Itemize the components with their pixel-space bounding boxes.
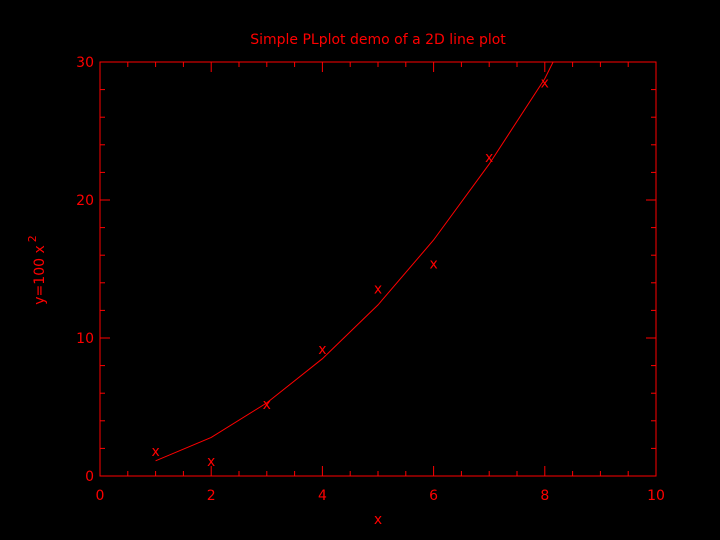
y-tick-label: 30	[76, 55, 94, 71]
scatter-point: x	[485, 150, 493, 166]
y-axis-label: y=100 x 2	[26, 235, 48, 304]
x-tick-label: 2	[207, 488, 216, 504]
x-axis-label: x	[374, 512, 382, 528]
scatter-point: x	[374, 281, 382, 297]
series-container: x x x x x x x x	[151, 61, 554, 470]
scatter-point: x	[151, 444, 159, 460]
scatter-point: x	[318, 342, 326, 358]
x-tick-label: 6	[429, 488, 438, 504]
axis-tick-labels: 0 2 4 6 8 10 0 10 20 30	[76, 55, 665, 504]
x-tick-label: 4	[318, 488, 327, 504]
y-tick-label: 0	[85, 469, 94, 485]
scatter-point: x	[541, 76, 549, 92]
x-tick-label: 0	[96, 488, 105, 504]
x-tick-label: 8	[540, 488, 549, 504]
scatter-point: x	[263, 397, 271, 413]
y-axis-label-superscript: 2	[26, 235, 39, 242]
scatter-point: x	[207, 454, 215, 470]
x-tick-label: 10	[647, 488, 665, 504]
chart-title: Simple PLplot demo of a 2D line plot	[250, 32, 506, 48]
scatter-point: x	[429, 256, 437, 272]
y-axis-label-main: y=100 x	[32, 245, 48, 304]
y-tick-label: 20	[76, 193, 94, 209]
y-tick-label: 10	[76, 331, 94, 347]
series-line	[155, 61, 554, 462]
axis-ticks	[99, 61, 657, 477]
